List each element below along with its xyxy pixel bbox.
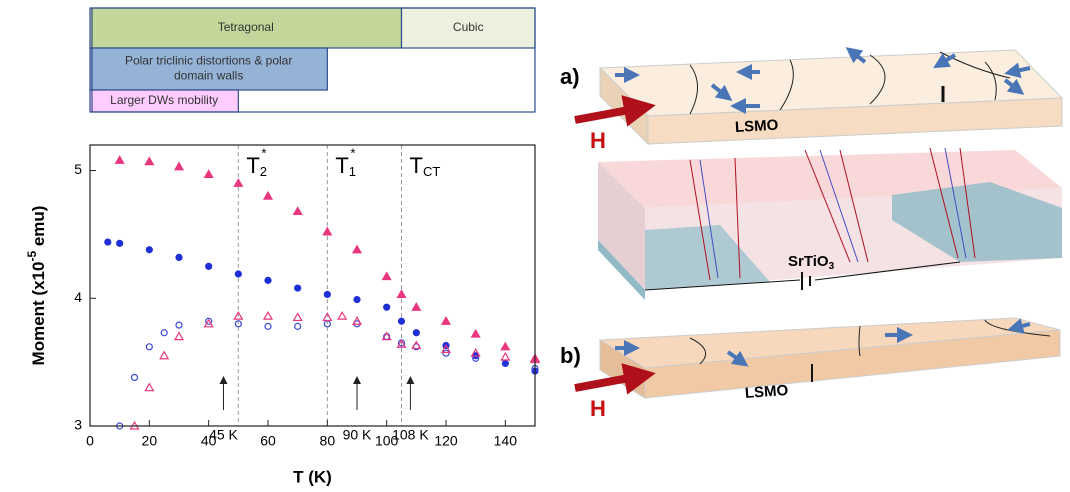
- data-point: [353, 246, 361, 253]
- data-point: [412, 303, 420, 310]
- data-point: [442, 317, 450, 324]
- annotation-label: 90 K: [343, 427, 372, 443]
- phase-label: domain walls: [174, 69, 243, 83]
- data-point: [265, 323, 271, 329]
- substrate-sub: 3: [829, 261, 835, 272]
- reference-label: T: [246, 153, 259, 178]
- phase-label: Larger DWs mobility: [110, 93, 218, 107]
- data-point: [324, 291, 330, 297]
- data-point: [265, 277, 271, 283]
- reference-sub: CT: [423, 164, 440, 179]
- data-point: [398, 290, 406, 297]
- y-tick-label: 5: [74, 161, 82, 177]
- data-point: [338, 312, 346, 319]
- panel-label: a): [560, 64, 580, 89]
- y-axis-unit: emu): [29, 206, 48, 251]
- film-label: LSMO: [744, 382, 789, 402]
- y-axis-sup: -5: [25, 251, 39, 262]
- data-point: [176, 322, 182, 328]
- reference-label: T: [410, 153, 423, 178]
- substrate-label: SrTiO3: [788, 253, 835, 272]
- x-tick-label: 120: [434, 433, 458, 449]
- data-point: [175, 163, 183, 170]
- data-point: [116, 156, 124, 163]
- x-tick-label: 140: [494, 433, 518, 449]
- phase-label: Tetragonal: [218, 20, 274, 34]
- data-point: [146, 344, 152, 350]
- data-point: [117, 240, 123, 246]
- data-point: [205, 170, 213, 177]
- phase-label: Cubic: [453, 20, 484, 34]
- data-point: [501, 343, 509, 350]
- reference-sub: 1: [349, 164, 356, 179]
- data-point: [146, 247, 152, 253]
- x-tick-label: 60: [260, 433, 276, 449]
- panel-label: b): [560, 343, 581, 368]
- x-tick-label: 100: [375, 433, 399, 449]
- data-point: [399, 318, 405, 324]
- data-point: [176, 254, 182, 260]
- data-point: [161, 330, 167, 336]
- film-label: LSMO: [735, 117, 779, 136]
- data-point: [323, 228, 331, 235]
- data-point: [235, 271, 241, 277]
- data-point: [294, 313, 302, 320]
- field-label: H: [590, 128, 606, 153]
- reference-sup: *: [350, 145, 355, 160]
- data-point: [501, 353, 509, 360]
- y-axis-title: Moment (x10-5 emu): [25, 206, 48, 366]
- data-point: [443, 350, 449, 356]
- y-tick-label: 4: [74, 289, 82, 305]
- data-point: [145, 158, 153, 165]
- substrate-label: SrTiO: [788, 253, 829, 270]
- x-tick-label: 40: [201, 433, 217, 449]
- x-tick-label: 0: [86, 433, 94, 449]
- reference-sub: 2: [260, 164, 267, 179]
- phase-label: Polar triclinic distortions & polar: [125, 54, 292, 68]
- data-point: [295, 323, 301, 329]
- x-tick-label: 80: [320, 433, 336, 449]
- data-point: [132, 374, 138, 380]
- reference-label: TCT: [410, 153, 441, 180]
- reference-label: T: [335, 153, 348, 178]
- data-point: [160, 352, 168, 359]
- data-point: [264, 192, 272, 199]
- y-axis-title: Moment (x10: [29, 262, 48, 366]
- reference-sup: *: [261, 145, 266, 160]
- field-label: H: [590, 396, 606, 421]
- data-point: [206, 263, 212, 269]
- data-point: [234, 179, 242, 186]
- data-point: [264, 312, 272, 319]
- data-point: [105, 239, 111, 245]
- data-point: [383, 273, 391, 280]
- data-point: [294, 207, 302, 214]
- data-point: [472, 330, 480, 337]
- plot-frame: [90, 145, 535, 426]
- schematic: a) H LSMO SrTiO3 b) H LSMO: [560, 50, 1062, 421]
- data-point: [384, 304, 390, 310]
- data-point: [145, 384, 153, 391]
- data-point: [413, 330, 419, 336]
- data-point: [354, 297, 360, 303]
- data-point: [175, 333, 183, 340]
- figure: Tetragonal Cubic Polar triclinic distortio…: [0, 0, 1070, 492]
- x-axis-title: T (K): [293, 467, 332, 486]
- y-tick-label: 3: [74, 417, 82, 433]
- data-point: [295, 285, 301, 291]
- plot: Tetragonal Cubic Polar triclinic distortio…: [25, 8, 539, 486]
- x-tick-label: 20: [142, 433, 158, 449]
